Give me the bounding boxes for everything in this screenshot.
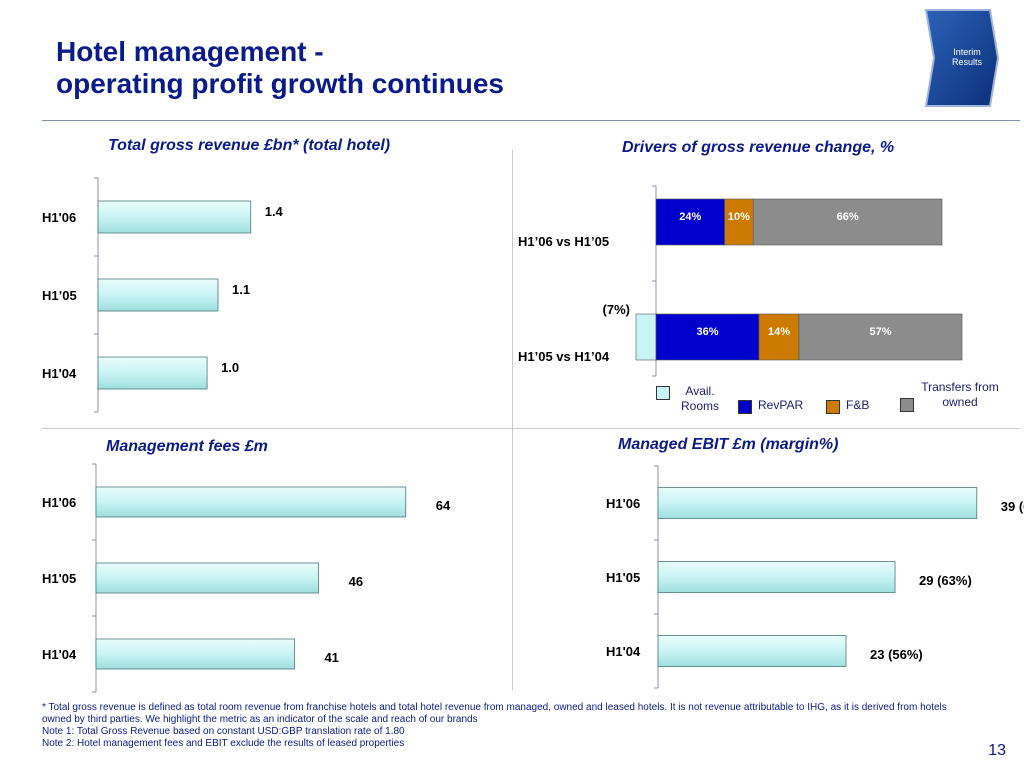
data-label-f-b-h1-06-vs-h1-05: 10%	[728, 211, 750, 223]
segment-avail-rooms-h1-05-vs-h1-04	[635, 313, 657, 361]
data-label-h1-06: 64	[436, 498, 451, 513]
category-label-h1-04: H1'04	[42, 366, 77, 381]
category-label-h1-06-vs-h1-05: H1’06 vs H1’05	[518, 234, 609, 249]
data-label-h1-04: 23 (56%)	[870, 647, 923, 662]
segment-revpar-h1-06-vs-h1-05	[655, 198, 725, 246]
segment-transfers-from-owned-h1-06-vs-h1-05	[752, 198, 943, 246]
management-fees-chart: H1'06 64 H1'05 46 H1'04 41	[42, 463, 451, 693]
drivers-chart: 24% 10% 66% H1’06 vs H1’05 (7%) 36% 14% 57% H1’0…	[518, 185, 963, 377]
page-number: 13	[988, 742, 1006, 759]
legend-item-revpar: RevPAR	[738, 398, 803, 414]
category-label-h1-05-vs-h1-04: H1’05 vs H1’04	[518, 349, 610, 364]
data-label-h1-06: 1.4	[265, 204, 284, 219]
title-line-2: operating profit growth continues	[56, 67, 504, 99]
legend-label-transfers: Transfers from owned	[921, 380, 999, 409]
data-label-h1-04: 1.0	[221, 360, 239, 375]
bar-h1-04	[657, 635, 847, 667]
bar-h1-05	[97, 278, 219, 312]
legend-item-fb: F&B	[826, 398, 869, 414]
footnote-2: Note 2: Hotel management fees and EBIT e…	[42, 738, 405, 749]
data-label-h1-05: 1.1	[232, 282, 250, 297]
drivers-title: Drivers of gross revenue change, %	[622, 139, 895, 156]
management-fees-title: Management fees £m	[106, 438, 268, 455]
category-label-h1-05: H1'05	[42, 571, 76, 586]
interim-results-badge	[924, 9, 1000, 107]
bar-h1-06	[657, 487, 978, 519]
legend-swatch-fb	[826, 400, 840, 414]
data-label-transfers-from-owned-h1-06-vs-h1-05: 66%	[837, 211, 859, 223]
segment-transfers-from-owned-h1-05-vs-h1-04	[798, 313, 963, 361]
data-label-revpar-h1-06-vs-h1-05: 24%	[679, 211, 701, 223]
segment-f-b-h1-05-vs-h1-04	[758, 313, 800, 361]
segment-revpar-h1-05-vs-h1-04	[655, 313, 760, 361]
data-label-h1-05: 46	[349, 574, 363, 589]
badge-text: Interim Results	[924, 47, 1010, 67]
header-rule	[42, 120, 1020, 121]
footnotes: * Total gross revenue is defined as tota…	[42, 702, 972, 750]
category-label-h1-05: H1'05	[606, 570, 640, 585]
drivers-legend: Avail. Rooms RevPAR F&B Transfers from o…	[656, 380, 999, 424]
data-label-transfers-from-owned-h1-05-vs-h1-04: 57%	[869, 326, 891, 338]
category-label-h1-04: H1'04	[606, 644, 641, 659]
badge-line-1: Interim	[953, 47, 981, 57]
legend-label-avail-rooms: Avail. Rooms	[680, 384, 719, 413]
vertical-divider	[512, 150, 513, 690]
title-line-1: Hotel management -	[56, 36, 324, 67]
bar-h1-05	[95, 562, 320, 594]
legend-swatch-avail-rooms	[656, 386, 670, 400]
category-label-h1-06: H1'06	[42, 495, 76, 510]
total-gross-revenue-chart: H1'06 1.4 H1’05 1.1 H1'04 1.0	[42, 177, 284, 413]
category-label-h1-06: H1'06	[42, 210, 76, 225]
legend-label-fb: F&B	[846, 398, 870, 412]
bar-h1-06	[97, 200, 252, 234]
data-label-h1-06: 39 (61%)	[1001, 499, 1024, 514]
legend-label-revpar: RevPAR	[758, 398, 804, 412]
legend-swatch-transfers	[900, 398, 914, 412]
bar-h1-06	[95, 486, 407, 518]
legend-item-avail-rooms: Avail. Rooms	[656, 384, 726, 414]
badge-line-2: Results	[951, 57, 982, 67]
managed-ebit-title: Managed EBIT £m (margin%)	[618, 436, 839, 453]
bar-h1-05	[657, 561, 896, 593]
category-label-h1-06: H1'06	[606, 496, 640, 511]
legend-swatch-revpar	[738, 400, 752, 414]
data-label-f-b-h1-05-vs-h1-04: 14%	[768, 326, 790, 338]
bar-h1-04	[95, 638, 295, 670]
data-label-avail-rooms-h1-05-vs-h1-04: (7%)	[603, 302, 630, 317]
managed-ebit-chart: H1'06 39 (61%) H1'05 29 (63%) H1'04 23 (56%)	[606, 465, 1024, 689]
bar-h1-04	[97, 356, 208, 390]
horizontal-divider	[42, 428, 1020, 429]
footnote-1: Note 1: Total Gross Revenue based on con…	[42, 726, 405, 737]
data-label-h1-04: 41	[324, 650, 338, 665]
data-label-h1-05: 29 (63%)	[919, 573, 972, 588]
category-label-h1-05: H1’05	[42, 288, 77, 303]
segment-f-b-h1-06-vs-h1-05	[724, 198, 754, 246]
legend-item-transfers: Transfers from owned	[900, 380, 1000, 412]
data-label-revpar-h1-05-vs-h1-04: 36%	[696, 326, 718, 338]
footnote-star: * Total gross revenue is defined as tota…	[42, 702, 947, 725]
category-label-h1-04: H1'04	[42, 647, 77, 662]
page-title: Hotel management - operating profit grow…	[56, 36, 756, 99]
total-gross-revenue-title: Total gross revenue £bn* (total hotel)	[108, 137, 391, 154]
